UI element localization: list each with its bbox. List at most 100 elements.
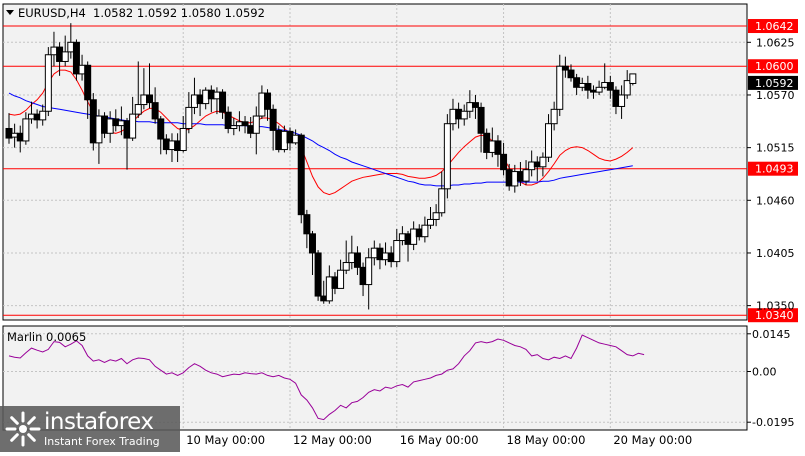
candle-body [174,140,182,152]
candle-body [415,228,423,238]
candle [185,92,193,134]
watermark-logo: instaforex Instant Forex Trading [0,406,180,452]
candle-body [269,108,277,131]
candle [556,54,564,117]
candle-body [376,247,384,261]
candle [561,56,569,78]
candle-body [303,214,311,235]
candle-body [567,69,575,79]
indicator-title: Marlin 0.0065 [7,330,86,344]
candle-body [353,252,361,268]
oscillator [8,334,645,421]
candle-body [44,54,52,112]
candle [595,80,603,95]
candle [89,93,97,151]
candle [623,70,631,99]
candle-body [421,224,429,238]
candle-body [618,94,626,107]
candle-body [432,212,440,220]
candles [5,23,637,310]
y-tick-label: 1.0405 [756,247,795,260]
candle-body [606,82,614,91]
candle [573,73,581,95]
symbol-menu-icon[interactable] [6,10,14,15]
candle-body [466,102,474,112]
candle [314,250,322,301]
candle [393,229,401,268]
candle-body [325,276,333,302]
candle-body [224,111,232,129]
level-label-box [748,59,798,74]
candle-body [78,64,86,75]
candle-body [438,188,446,214]
current-price-label: 1.0592 [755,77,794,90]
candle-body [545,123,553,158]
candle [477,102,485,153]
candle [39,104,47,126]
candle-body [331,276,339,289]
candle-body [533,161,541,168]
candle [427,207,434,230]
candle-body [95,115,103,144]
instaforex-logo-icon [4,410,42,448]
candle-body [561,65,569,71]
candle [134,61,142,118]
candle [432,204,440,227]
candle-body [207,89,215,100]
y-tick-label: 1.0460 [756,194,795,207]
candle [421,216,429,243]
candle-body [578,82,586,88]
candle-body [505,169,513,187]
candle-body [584,82,592,91]
candle [72,39,80,81]
candle-body [247,125,255,134]
candle-body [72,41,80,75]
candle-body [106,118,114,134]
candle-body [146,94,153,104]
candle-body [612,89,620,107]
candle-body [89,99,97,144]
x-tick-label: 12 May 00:00 [293,433,372,447]
candle [545,114,553,162]
osc-y-tick-label: 0.00 [752,366,777,379]
candle [337,259,345,289]
candle [342,240,350,275]
candle-body [471,102,479,108]
candle-body [337,269,345,289]
candle-body [286,130,294,144]
candle-body [123,120,131,139]
candle-body [550,108,558,125]
candle [241,116,249,134]
candle-body [398,233,406,242]
candle-body [101,115,109,134]
candle-body [140,94,148,106]
candle-body [516,171,524,182]
y-tick-label: 1.0515 [756,142,795,155]
candle [219,89,227,119]
ohlc-values: 1.0582 1.0592 1.0580 1.0592 [93,6,265,20]
chart-header: EURUSD,H4 1.0582 1.0592 1.0580 1.0592 Ma… [6,6,265,344]
candle-body [112,118,120,127]
candle-body [477,106,485,134]
candle [157,116,165,155]
x-tick-label: 18 May 00:00 [507,433,586,447]
candle-body [162,138,170,151]
candle [269,104,277,151]
candle-body [595,86,603,93]
candle [522,160,530,185]
candle [179,116,187,153]
candle-body [39,110,47,121]
candle-body [22,118,30,142]
candle [303,209,311,249]
candle [308,230,316,275]
candle [606,75,614,99]
y-tick-label: 1.0625 [756,36,795,49]
oscillator-line [8,334,645,421]
candle-body [11,132,19,138]
y-tick-label: 1.0570 [756,89,795,102]
candle-body [275,129,283,151]
candle-body [252,115,260,134]
candle-body [117,120,125,127]
candle-body [297,134,305,216]
